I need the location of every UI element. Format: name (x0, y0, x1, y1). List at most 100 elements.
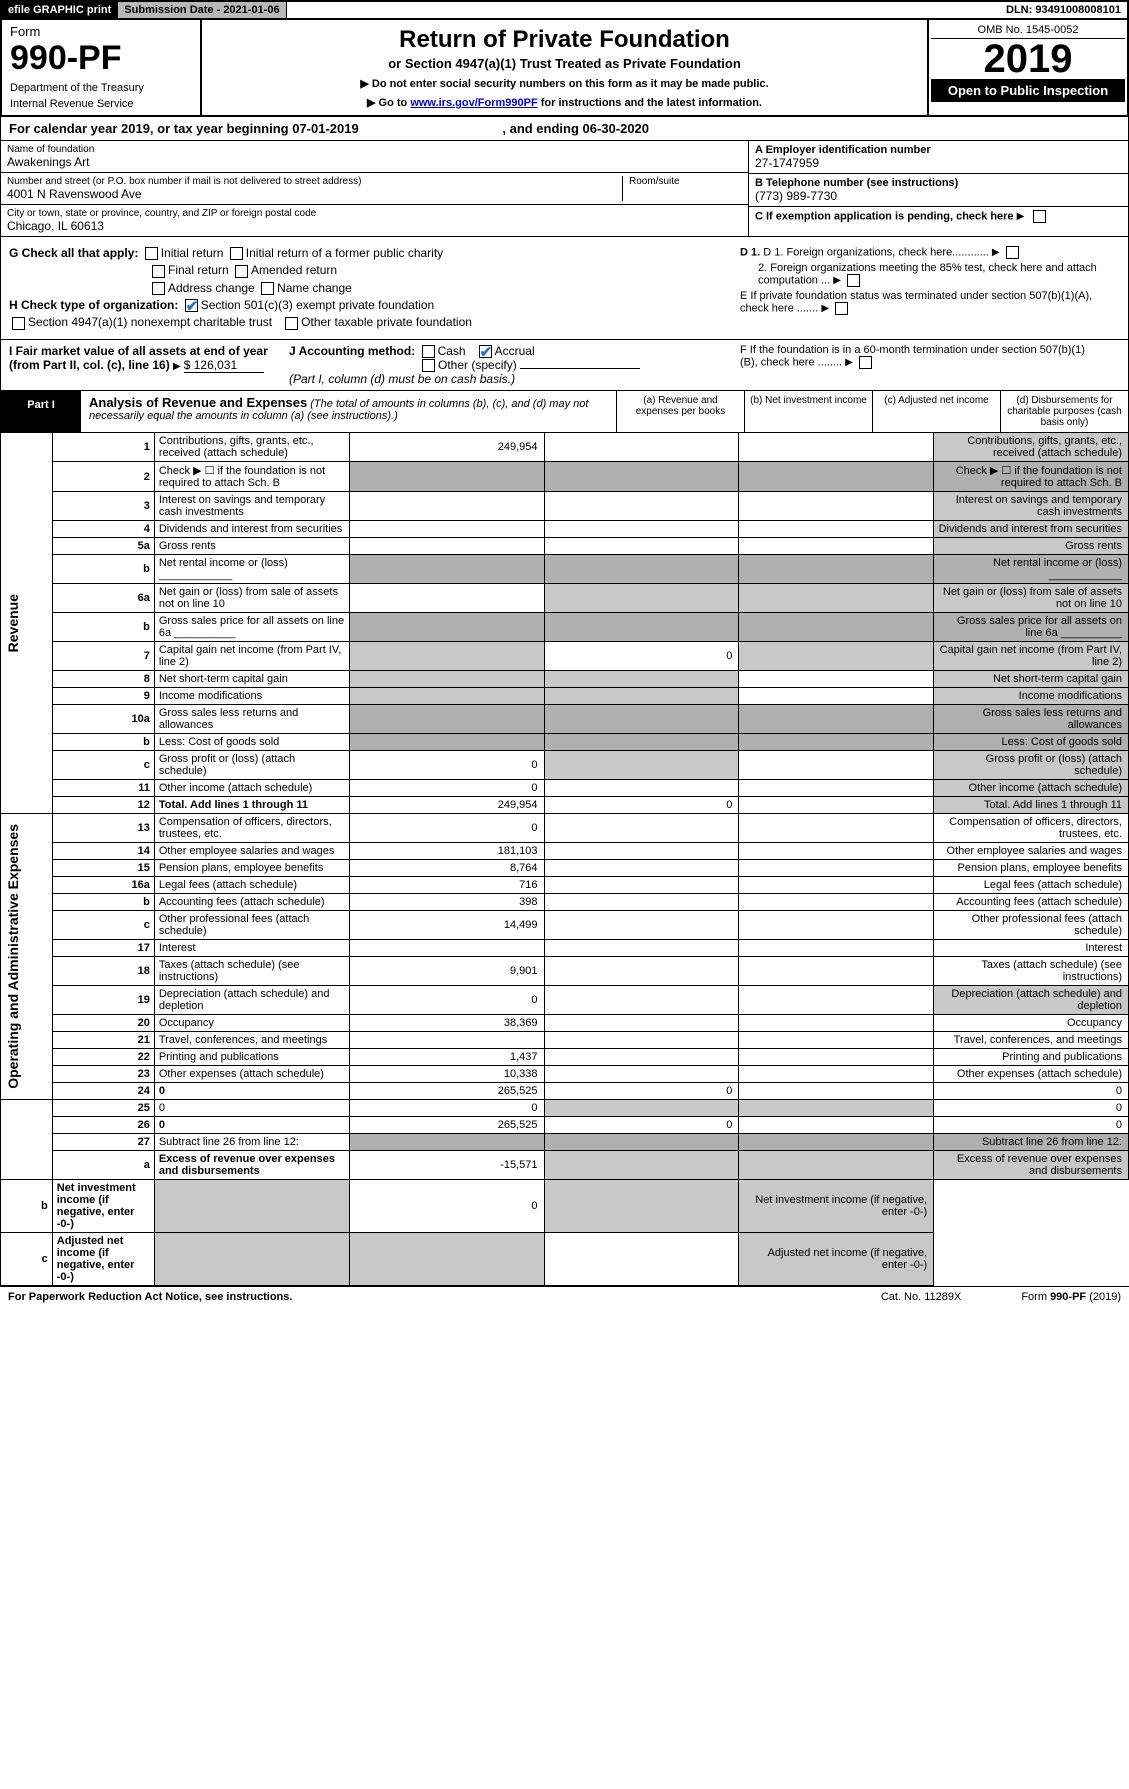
row-num: b (52, 555, 154, 584)
cb-initial-former[interactable] (230, 247, 243, 260)
cb-initial[interactable] (145, 247, 158, 260)
cell-b (544, 555, 739, 584)
cb-other-taxable[interactable] (285, 317, 298, 330)
goto-line: ▶ Go to www.irs.gov/Form990PF for instru… (208, 96, 921, 109)
cell-d: Taxes (attach schedule) (see instruction… (934, 957, 1129, 986)
cell-d: Check ▶ ☐ if the foundation is not requi… (934, 462, 1129, 492)
ssn-warning: ▶ Do not enter social security numbers o… (208, 77, 921, 90)
cell-d: Capital gain net income (from Part IV, l… (934, 642, 1129, 671)
row-num: 8 (52, 671, 154, 688)
cell-c (739, 1151, 934, 1180)
cb-final[interactable] (152, 265, 165, 278)
cell-a: 14,499 (349, 911, 544, 940)
cell-c (739, 1117, 934, 1134)
checks-section: G Check all that apply: Initial return I… (0, 237, 1129, 340)
cb-501c3[interactable] (185, 299, 198, 312)
cell-a (349, 462, 544, 492)
cell-d: Gross sales less returns and allowances (934, 705, 1129, 734)
row-desc: Gross profit or (loss) (attach schedule) (154, 751, 349, 780)
cell-a: 1,437 (349, 1049, 544, 1066)
row-num: 4 (52, 521, 154, 538)
cell-b (544, 843, 739, 860)
row-num: 20 (52, 1015, 154, 1032)
cell-a (349, 940, 544, 957)
cell-c (739, 688, 934, 705)
open-inspection: Open to Public Inspection (931, 79, 1125, 102)
cb-other-method[interactable] (422, 359, 435, 372)
cb-amended[interactable] (235, 265, 248, 278)
col-c-header: (c) Adjusted net income (872, 391, 1000, 432)
cell-d: 0 (934, 1083, 1129, 1100)
cell-b (544, 688, 739, 705)
cell-a (349, 688, 544, 705)
row-num: 2 (52, 462, 154, 492)
row-num: 9 (52, 688, 154, 705)
row-desc: Accounting fees (attach schedule) (154, 894, 349, 911)
cell-c (739, 521, 934, 538)
cell-c (739, 877, 934, 894)
cell-c (739, 462, 934, 492)
row-num: 26 (52, 1117, 154, 1134)
cell-d: Compensation of officers, directors, tru… (934, 814, 1129, 843)
cb-d1[interactable] (1006, 246, 1019, 259)
efile-label: efile GRAPHIC print (2, 2, 118, 18)
cell-a: 265,525 (349, 1117, 544, 1134)
irs-link[interactable]: www.irs.gov/Form990PF (410, 97, 537, 109)
cb-e[interactable] (835, 302, 848, 315)
row-desc: Adjusted net income (if negative, enter … (52, 1233, 154, 1286)
checkbox-c[interactable] (1033, 210, 1046, 223)
fmv-value: $ 126,031 (184, 358, 264, 373)
cell-a: 0 (349, 814, 544, 843)
cell-c (739, 1032, 934, 1049)
row-desc: 0 (154, 1117, 349, 1134)
row-desc: Income modifications (154, 688, 349, 705)
cell-c (739, 433, 934, 462)
dept-treasury: Department of the Treasury (10, 82, 192, 94)
cat-no: Cat. No. 11289X (881, 1291, 962, 1303)
cash-basis-note: (Part I, column (d) must be on cash basi… (289, 372, 515, 386)
cell-d: 0 (934, 1117, 1129, 1134)
cell-b (544, 1134, 739, 1151)
cb-f[interactable] (859, 356, 872, 369)
row-desc: Other professional fees (attach schedule… (154, 911, 349, 940)
form-label: Form (10, 24, 192, 39)
cb-4947[interactable] (12, 317, 25, 330)
part1-title: Analysis of Revenue and Expenses (89, 395, 307, 410)
row-num: 7 (52, 642, 154, 671)
addr-label: Number and street (or P.O. box number if… (7, 176, 622, 187)
row-num: c (1, 1233, 53, 1286)
row-num: 23 (52, 1066, 154, 1083)
cb-cash[interactable] (422, 345, 435, 358)
cell-c (739, 780, 934, 797)
submission-date: Submission Date - 2021-01-06 (118, 2, 286, 18)
cell-a: 716 (349, 877, 544, 894)
cell-d: Legal fees (attach schedule) (934, 877, 1129, 894)
row-desc: Check ▶ ☐ if the foundation is not requi… (154, 462, 349, 492)
cell-a (154, 1233, 349, 1286)
part1-header: Part I Analysis of Revenue and Expenses … (0, 391, 1129, 433)
cb-d2[interactable] (847, 274, 860, 287)
cell-d: Other professional fees (attach schedule… (934, 911, 1129, 940)
row-desc: Pension plans, employee benefits (154, 860, 349, 877)
cell-b: 0 (544, 1117, 739, 1134)
row-desc: Occupancy (154, 1015, 349, 1032)
city-label: City or town, state or province, country… (7, 208, 742, 219)
form-title: Return of Private Foundation (208, 26, 921, 54)
cell-c (739, 613, 934, 642)
cell-c (739, 940, 934, 957)
cb-name-change[interactable] (261, 282, 274, 295)
cell-b: 0 (544, 642, 739, 671)
row-desc: Subtract line 26 from line 12: (154, 1134, 349, 1151)
cell-c (739, 1066, 934, 1083)
cell-a: 0 (349, 986, 544, 1015)
row-num: 17 (52, 940, 154, 957)
cell-a: -15,571 (349, 1151, 544, 1180)
page-footer: For Paperwork Reduction Act Notice, see … (0, 1286, 1129, 1307)
cb-addr-change[interactable] (152, 282, 165, 295)
cb-accrual[interactable] (479, 345, 492, 358)
cell-b: 0 (544, 1083, 739, 1100)
cell-b (544, 1015, 739, 1032)
row-num: b (52, 613, 154, 642)
cell-a (349, 538, 544, 555)
cell-d: Dividends and interest from securities (934, 521, 1129, 538)
